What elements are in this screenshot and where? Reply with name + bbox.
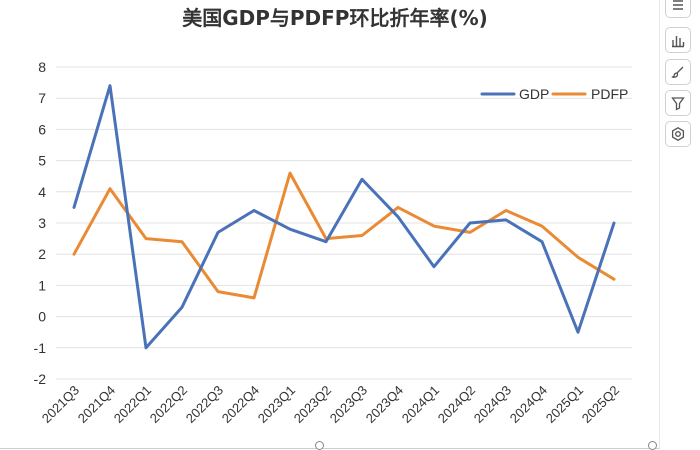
y-tick-label: 7 [38, 90, 46, 106]
x-tick-label: 2023Q2 [291, 383, 334, 426]
x-tick-label: 2023Q3 [327, 383, 370, 426]
legend-label: GDP [519, 86, 549, 102]
legend[interactable]: GDP PDFP [480, 86, 628, 102]
grid [56, 66, 632, 380]
y-tick-label: 1 [38, 277, 46, 293]
x-tick-label: 2021Q3 [39, 383, 82, 426]
settings-icon[interactable] [665, 121, 691, 147]
x-tick-label: 2024Q3 [471, 383, 514, 426]
x-tick-label: 2022Q4 [219, 383, 262, 426]
y-tick-label: 6 [38, 121, 46, 137]
x-tick-label: 2021Q4 [75, 383, 118, 426]
bar-chart-icon[interactable] [665, 27, 691, 53]
x-tick-label: 2022Q1 [111, 383, 154, 426]
x-tick-label: 2025Q2 [579, 383, 622, 426]
x-tick-label: 2022Q2 [147, 383, 190, 426]
x-tick-label: 2025Q1 [543, 383, 586, 426]
y-tick-label: 4 [38, 184, 46, 200]
x-axis: 2021Q32021Q42022Q12022Q22022Q32022Q42023… [39, 383, 622, 426]
x-tick-label: 2024Q1 [399, 383, 442, 426]
x-tick-label: 2024Q4 [507, 383, 550, 426]
x-tick-label: 2023Q1 [255, 383, 298, 426]
y-tick-label: 0 [38, 309, 46, 325]
x-tick-label: 2024Q2 [435, 383, 478, 426]
y-tick-label: 8 [38, 59, 46, 75]
filter-icon[interactable] [665, 90, 691, 116]
x-tick-label: 2022Q3 [183, 383, 226, 426]
legend-label: PDFP [591, 86, 628, 102]
series-line-pdfp [72, 171, 616, 300]
series-line-gdp [72, 84, 616, 350]
legend-item-pdfp[interactable]: PDFP [551, 86, 628, 102]
y-tick-label: -1 [34, 340, 47, 356]
list-icon[interactable] [665, 0, 691, 18]
legend-item-gdp[interactable]: GDP [480, 86, 549, 102]
y-tick-label: 3 [38, 215, 46, 231]
x-tick-label: 2023Q4 [363, 383, 406, 426]
series-lines [72, 84, 616, 350]
chart-toolbar [659, 0, 700, 449]
y-tick-label: 5 [38, 153, 46, 169]
y-tick-label: -2 [34, 371, 47, 387]
y-tick-label: 2 [38, 246, 46, 262]
chart-title: 美国GDP与PDFP环比折年率(%) [182, 6, 488, 30]
brush-icon[interactable] [665, 59, 691, 85]
y-axis: 8 7 6 5 4 3 2 1 0 -1 -2 [34, 59, 47, 387]
